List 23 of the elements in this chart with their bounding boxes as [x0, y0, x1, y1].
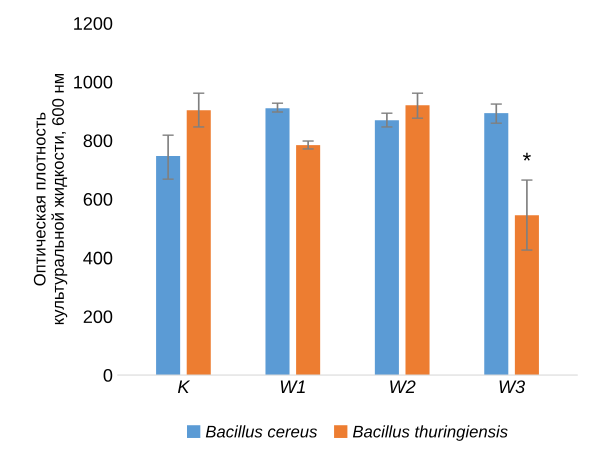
y-tick-label: 1200: [74, 17, 112, 30]
x-tick-label: W3: [500, 380, 525, 394]
bar: [296, 145, 320, 376]
y-axis-title: Оптическая плотность культуральной жидкости, 600 нм: [34, 74, 68, 324]
x-tick-label: W1: [280, 380, 305, 393]
bar: [186, 110, 211, 376]
x-tick-label: W2: [390, 380, 416, 393]
y-tick-label: 600: [84, 193, 112, 206]
legend-label: Bacillus thuringiensis: [352, 425, 508, 441]
bar: [156, 156, 180, 376]
bar: [405, 105, 430, 376]
x-tick-label: K: [178, 380, 190, 393]
legend-label: Bacillus cereus: [206, 425, 318, 438]
y-tick-label: 200: [84, 310, 112, 324]
bar: [514, 215, 539, 376]
y-tick-label: 800: [84, 134, 112, 148]
y-tick-label: 1000: [74, 76, 112, 89]
y-tick-label: 0: [104, 368, 112, 382]
y-tick-label: 400: [83, 252, 112, 264]
bar: [374, 120, 399, 376]
bar: [484, 113, 508, 376]
bar: [265, 108, 290, 376]
annotation: *: [522, 152, 531, 161]
